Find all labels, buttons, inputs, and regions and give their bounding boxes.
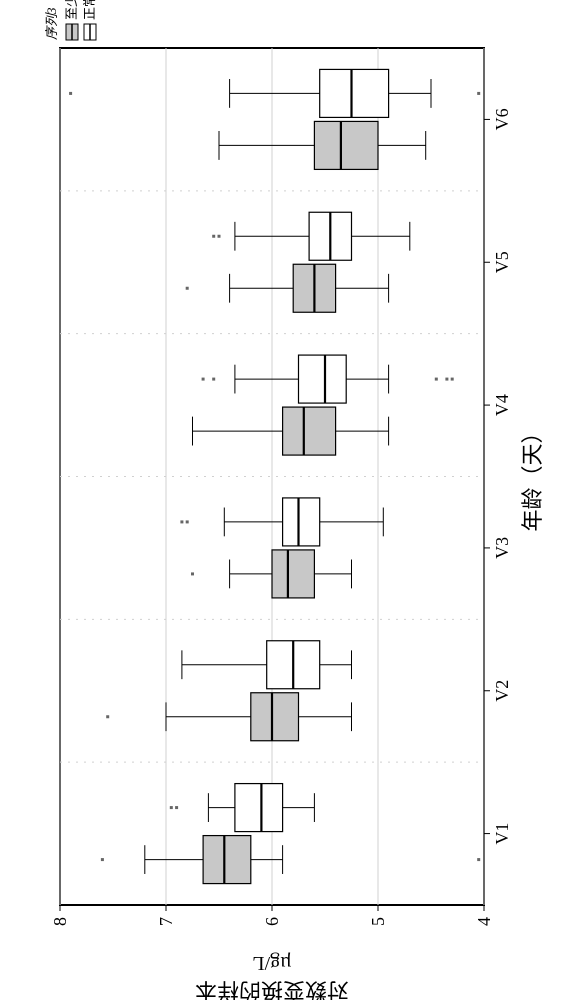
x-tick-label: V2 xyxy=(492,680,512,702)
outlier xyxy=(445,378,448,381)
outlier xyxy=(477,92,480,95)
legend: 序列3 至少 1SCM正常 xyxy=(44,0,97,40)
outlier xyxy=(69,92,72,95)
y-tick-label: 7 xyxy=(156,917,176,926)
x-tick-label: V3 xyxy=(492,537,512,559)
box xyxy=(283,407,336,455)
legend-title: 序列3 xyxy=(44,7,59,40)
box xyxy=(299,355,347,403)
box xyxy=(203,836,251,884)
y-tick-label: 8 xyxy=(50,917,70,926)
y-tick-label: 4 xyxy=(474,917,494,926)
outlier xyxy=(202,378,205,381)
outlier xyxy=(477,858,480,861)
box xyxy=(272,550,314,598)
y-tick-label: 6 xyxy=(262,917,282,926)
box xyxy=(251,693,299,741)
x-tick-label: V4 xyxy=(492,394,512,416)
box xyxy=(283,498,320,546)
outlier xyxy=(218,235,221,238)
outlier xyxy=(186,287,189,290)
outlier xyxy=(180,520,183,523)
outlier xyxy=(435,378,438,381)
outlier xyxy=(212,378,215,381)
x-axis-label: 年龄（天） xyxy=(520,421,545,531)
outlier xyxy=(106,715,109,718)
outlier xyxy=(101,858,104,861)
x-tick-label: V1 xyxy=(492,823,512,845)
y-axis-label: µg/L xyxy=(252,952,291,974)
boxplot-chart: 4 5 6 7 8 V1 V2 V3 V4 V5 V6 µg/L 年龄（天） 对数变换的样本 序列3 至少 1… xyxy=(0,0,579,1000)
outlier xyxy=(451,378,454,381)
x-tick-label: V5 xyxy=(492,251,512,273)
y-tick-label: 5 xyxy=(368,917,388,926)
legend-label: 至少 1SCM xyxy=(64,0,79,20)
rotated-plot: 4 5 6 7 8 V1 V2 V3 V4 V5 V6 µg/L 年龄（天） 对数变换的样本 序列3 至少 1… xyxy=(44,0,545,1000)
outlier xyxy=(191,572,194,575)
box xyxy=(320,69,389,117)
outlier xyxy=(186,520,189,523)
x-tick-label: V6 xyxy=(492,108,512,130)
box xyxy=(235,784,283,832)
outlier xyxy=(175,806,178,809)
box xyxy=(314,121,378,169)
legend-label: 正常 xyxy=(82,0,97,20)
outlier xyxy=(212,235,215,238)
outlier xyxy=(170,806,173,809)
chart-title: 对数变换的样本 xyxy=(195,978,349,1000)
